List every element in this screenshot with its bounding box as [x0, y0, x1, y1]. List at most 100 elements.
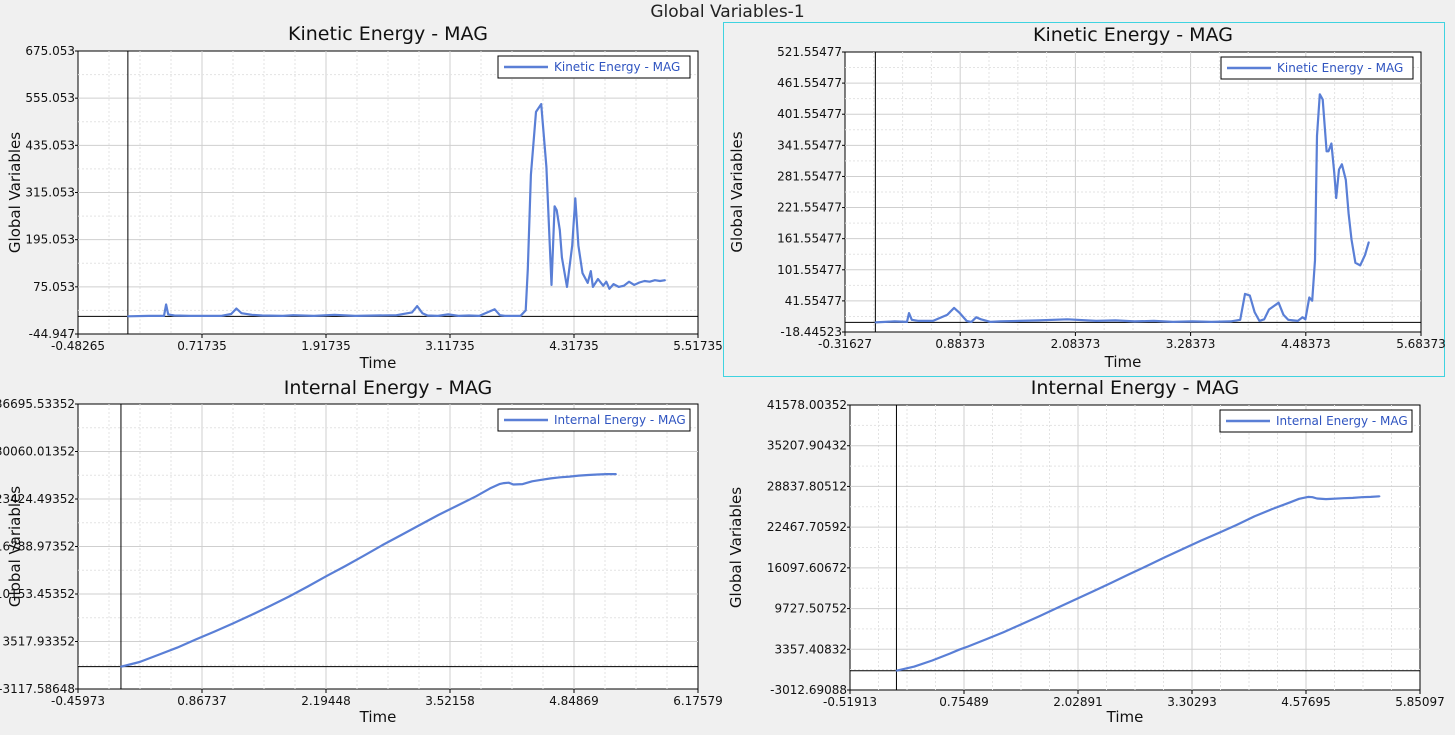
data-point	[138, 661, 141, 663]
y-tick-label: 461.55477	[777, 76, 842, 90]
data-point	[400, 534, 403, 536]
y-tick-label: 195.053	[25, 233, 75, 247]
y-tick-label: 315.053	[25, 186, 75, 200]
data-point	[1018, 320, 1021, 322]
data-point	[1344, 179, 1347, 181]
data-point	[1133, 320, 1136, 323]
data-point	[931, 659, 934, 662]
data-point	[165, 303, 167, 306]
y-axis-label: Global Variables	[728, 131, 746, 252]
x-tick-label: -0.51913	[823, 695, 877, 709]
data-point	[456, 504, 459, 507]
data-point	[605, 280, 608, 283]
data-point	[1217, 532, 1220, 534]
chart-panel-kinetic-1[interactable]: -0.48265 0.71735 1.91735 3.11735 4.31735 5.51…	[0, 22, 723, 374]
data-point	[1289, 501, 1291, 504]
data-point	[426, 314, 429, 317]
chart-svg: -0.31627 0.88373 2.08373 3.28373 4.48373 5.68…	[728, 24, 1446, 371]
data-point	[1258, 320, 1261, 322]
legend[interactable]: Internal Energy - MAG	[1219, 409, 1413, 433]
y-tick-label: 435.053	[25, 138, 75, 152]
chart-title: Kinetic Energy - MAG	[288, 23, 488, 45]
data-point	[531, 480, 533, 483]
data-point	[282, 315, 284, 317]
data-point	[1095, 320, 1097, 322]
legend[interactable]: Internal Energy - MAG	[497, 408, 691, 432]
x-tick-label: 2.19448	[301, 694, 351, 708]
data-point	[1325, 150, 1328, 153]
y-tick-label: 30060.01352	[0, 445, 75, 459]
x-tick-label: 3.28373	[1166, 337, 1216, 351]
data-point	[659, 280, 661, 282]
data-point	[1268, 308, 1270, 311]
data-point	[1003, 631, 1005, 633]
data-point	[503, 482, 505, 484]
data-point	[1287, 319, 1289, 321]
data-point	[1304, 318, 1307, 321]
data-point	[581, 272, 584, 274]
y-tick-label: 341.55477	[777, 138, 842, 152]
data-point	[269, 605, 272, 607]
x-tick-label: 5.51735	[673, 339, 723, 353]
data-point	[608, 288, 611, 290]
data-point	[1298, 498, 1300, 500]
data-point	[1263, 318, 1265, 321]
data-point	[313, 315, 315, 317]
x-axis-label: Time	[1104, 353, 1142, 371]
legend[interactable]: Kinetic Energy - MAG	[1220, 56, 1414, 80]
data-point	[989, 321, 992, 323]
data-point	[1074, 598, 1077, 601]
x-tick-label: -0.45973	[51, 694, 105, 708]
chart-svg: -0.48265 0.71735 1.91735 3.11735 4.31735 5.51…	[6, 23, 723, 372]
data-point	[1354, 262, 1357, 264]
legend[interactable]: Kinetic Energy - MAG	[497, 55, 691, 79]
data-point	[235, 307, 238, 310]
data-point	[307, 585, 309, 588]
data-point	[597, 278, 599, 280]
data-point	[512, 483, 515, 486]
data-point	[980, 318, 982, 321]
data-point	[521, 483, 524, 485]
data-point	[1164, 556, 1166, 559]
data-point	[574, 197, 577, 200]
data-point	[1301, 316, 1304, 319]
data-point	[194, 638, 197, 641]
legend-label: Internal Energy - MAG	[554, 413, 686, 427]
chart-title: Internal Energy - MAG	[1031, 377, 1240, 399]
data-point	[1311, 299, 1313, 302]
y-tick-label: 101.55477	[777, 263, 842, 277]
data-point	[363, 554, 365, 557]
chart-panel-internal-2[interactable]: -0.51913 0.75489 2.02891 3.30293 4.57695 5.85…	[723, 376, 1445, 735]
data-point	[648, 280, 651, 283]
data-point	[1368, 241, 1370, 243]
data-point	[1181, 548, 1184, 550]
x-tick-label: 0.71735	[177, 339, 227, 353]
data-point	[1152, 320, 1155, 322]
y-tick-label: 281.55477	[777, 169, 842, 183]
data-point	[240, 312, 243, 314]
data-point	[550, 284, 553, 286]
y-tick-label: 3357.40832	[774, 642, 847, 656]
data-point	[654, 279, 656, 281]
data-point	[411, 311, 413, 314]
y-axis-label: Global Variables	[6, 486, 24, 607]
chart-panel-kinetic-2[interactable]: -0.31627 0.88373 2.08373 3.28373 4.48373 5.68…	[723, 22, 1446, 377]
chart-panel-internal-1[interactable]: -0.45973 0.86737 2.19448 3.52158 4.84869 6.17…	[0, 376, 723, 735]
y-axis-label: Global Variables	[6, 132, 24, 253]
data-point	[1341, 163, 1343, 166]
data-point	[545, 166, 548, 168]
y-tick-label: 16788.97352	[0, 540, 75, 554]
data-point	[1199, 539, 1202, 542]
data-point	[288, 595, 290, 598]
data-point	[633, 284, 636, 286]
data-point	[163, 315, 165, 317]
data-point	[999, 320, 1001, 323]
y-tick-label: 161.55477	[777, 232, 842, 246]
series-line	[896, 495, 1380, 672]
data-point	[1092, 590, 1095, 592]
legend-label: Kinetic Energy - MAG	[1277, 61, 1403, 75]
data-point	[261, 314, 264, 317]
y-tick-label: 41578.00352	[767, 398, 847, 412]
legend-box	[497, 55, 691, 79]
data-point	[1248, 294, 1251, 297]
